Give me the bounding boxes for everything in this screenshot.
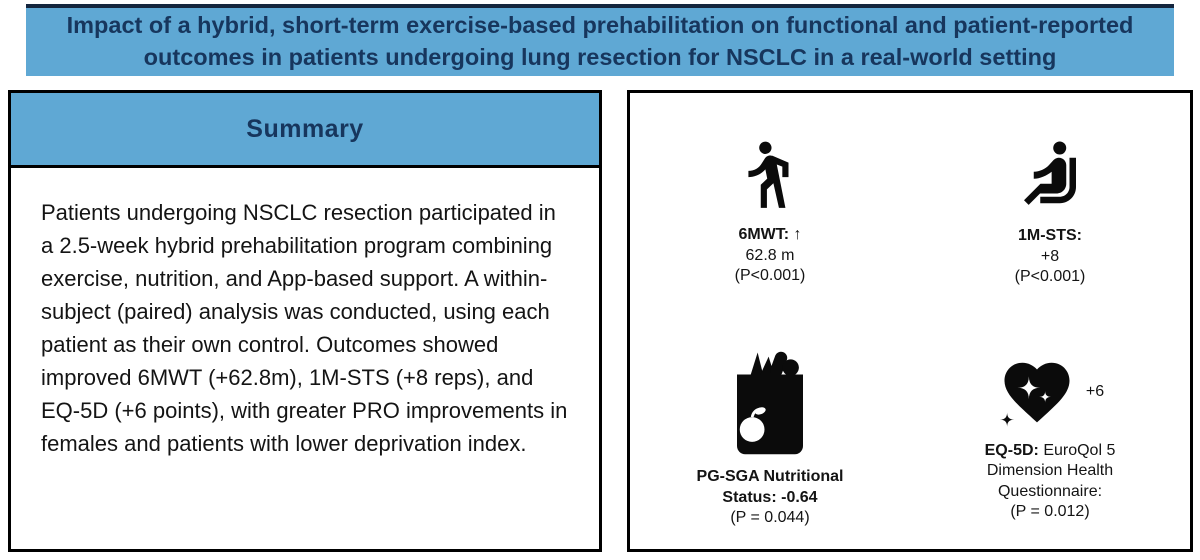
- result-cell-eq5d: +6 EQ-5D: EuroQol 5 Dimension Health Que…: [910, 327, 1190, 549]
- result-1msts-value: +8: [1040, 247, 1060, 265]
- result-pgsga-value: -0.64: [781, 488, 818, 506]
- result-cell-pgsga: PG-SGA Nutritional Status: -0.64 (P = 0.…: [630, 327, 910, 549]
- result-pgsga-pvalue: (P = 0.044): [730, 509, 810, 526]
- walking-person-icon: [748, 141, 789, 208]
- result-1msts-label: 1M-STS:: [1018, 227, 1082, 245]
- results-box: 6MWT: ↑ 62.8 m (P<0.001) 1M-STS: +8 (P<0…: [627, 90, 1193, 552]
- result-eq5d-label: EQ-5D:: [984, 441, 1039, 459]
- result-1msts-pvalue: (P<0.001): [1014, 268, 1086, 285]
- heart-sparkles-icon: [999, 362, 1070, 427]
- result-6mwt-value: 62.8 m: [745, 246, 795, 264]
- result-6mwt-caption: 6MWT: ↑ 62.8 m (P<0.001): [735, 225, 806, 286]
- result-eq5d-caption: EQ-5D: EuroQol 5 Dimension Health Questi…: [958, 441, 1143, 523]
- result-pgsga-label: PG-SGA Nutritional Status:: [696, 468, 844, 506]
- result-pgsga-caption: PG-SGA Nutritional Status: -0.64 (P = 0.…: [678, 467, 863, 528]
- grocery-bag-icon: [737, 351, 803, 455]
- result-6mwt-label: 6MWT: ↑: [738, 226, 802, 244]
- summary-title: Summary: [246, 114, 364, 143]
- eq5d-icon-row: +6: [996, 353, 1104, 431]
- result-1msts-caption: 1M-STS: +8 (P<0.001): [1015, 226, 1086, 287]
- summary-box: Summary Patients undergoing NSCLC resect…: [8, 90, 602, 552]
- summary-header: Summary: [11, 93, 599, 168]
- result-6mwt-pvalue: (P<0.001): [734, 267, 806, 284]
- result-cell-6mwt: 6MWT: ↑ 62.8 m (P<0.001): [630, 93, 910, 327]
- eq5d-badge: +6: [1085, 382, 1105, 400]
- result-cell-1msts: 1M-STS: +8 (P<0.001): [910, 93, 1190, 327]
- result-eq5d-pvalue: (P = 0.012): [1010, 503, 1090, 521]
- sitting-person-icon: [1024, 141, 1076, 205]
- result-eq5d-label-rest: EuroQol 5 Dimension Health Questionnaire…: [986, 441, 1116, 500]
- banner-title: Impact of a hybrid, short-term exercise-…: [26, 4, 1174, 76]
- summary-body-text: Patients undergoing NSCLC resection part…: [41, 200, 568, 456]
